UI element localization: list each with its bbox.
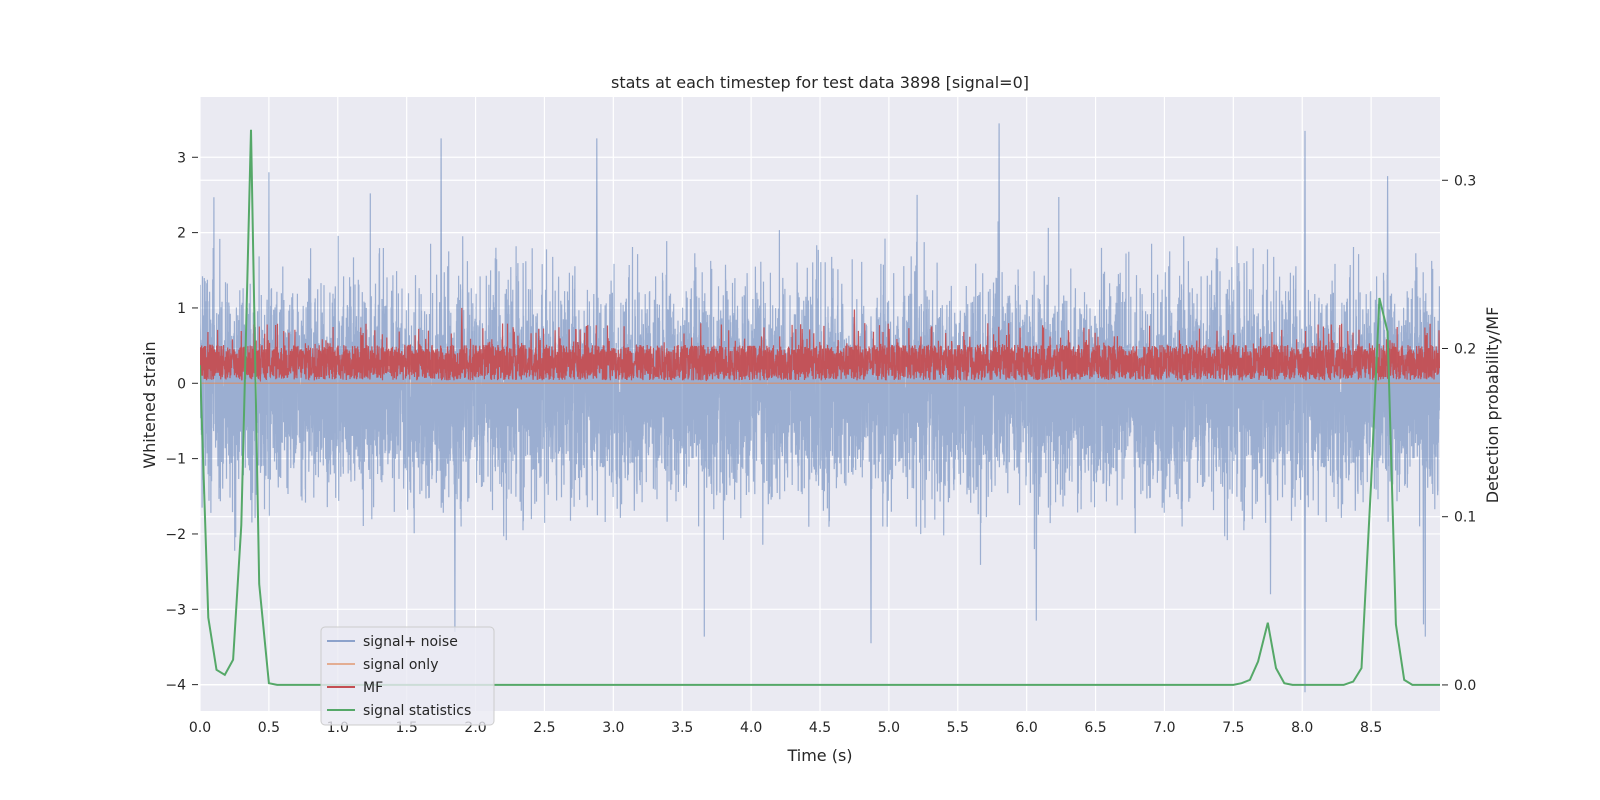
x-tick-label: 8.5 [1360, 720, 1382, 736]
x-tick-label: 8.0 [1291, 720, 1313, 736]
x-tick-label: 2.5 [533, 720, 555, 736]
y2-tick-label: 0.1 [1454, 510, 1476, 526]
x-tick-label: 6.0 [1016, 720, 1038, 736]
legend: signal+ noise signal only MF signal statist… [320, 626, 495, 726]
legend-box [320, 626, 495, 726]
y-tick-label: 1 [177, 301, 186, 317]
x-tick-label: 7.5 [1222, 720, 1244, 736]
y-tick-label: 3 [177, 150, 186, 166]
x-tick-label: 0.5 [258, 720, 280, 736]
y-tick-label: 2 [177, 226, 186, 242]
y-tick-label: −1 [165, 452, 186, 468]
x-tick-label: 5.0 [878, 720, 900, 736]
y2-tick-label: 0.2 [1454, 341, 1476, 357]
y2-tick-label: 0.3 [1454, 173, 1476, 189]
x-tick-label: 4.0 [740, 720, 762, 736]
y-axis-label: Whitened strain [140, 341, 159, 468]
x-tick-label: 3.5 [671, 720, 693, 736]
y-tick-label: −2 [165, 527, 186, 543]
x-tick-label: 0.0 [189, 720, 211, 736]
x-tick-label: 7.0 [1153, 720, 1175, 736]
x-tick-label: 3.0 [602, 720, 624, 736]
legend-label: signal only [363, 657, 438, 673]
x-axis-label: Time (s) [786, 746, 852, 765]
x-tick-label: 6.5 [1084, 720, 1106, 736]
y-tick-label: −3 [165, 602, 186, 618]
legend-label: MF [363, 680, 383, 696]
y2-axis-label: Detection probability/MF [1483, 307, 1502, 504]
legend-label: signal statistics [363, 703, 471, 719]
axes: 0.0 0.5 1.0 1.5 2.0 2.5 3.0 3.5 4.0 4.5 5.0 5.5 6.0 6… [165, 150, 1476, 736]
y-tick-label: −4 [165, 678, 186, 694]
x-tick-label: 5.5 [947, 720, 969, 736]
y-tick-label: 0 [177, 376, 186, 392]
chart-title: stats at each timestep for test data 389… [611, 73, 1029, 92]
x-tick-label: 4.5 [809, 720, 831, 736]
series-mf [200, 307, 1440, 383]
legend-label: signal+ noise [363, 634, 458, 650]
series-signal-statistics [200, 129, 1440, 686]
y2-tick-label: 0.0 [1454, 678, 1476, 694]
